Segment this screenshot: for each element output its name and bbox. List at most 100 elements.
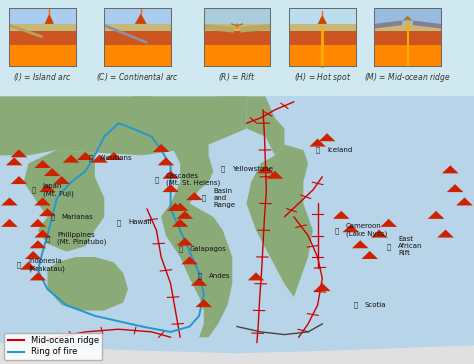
Polygon shape — [176, 238, 193, 246]
Polygon shape — [172, 203, 189, 211]
Polygon shape — [172, 219, 189, 227]
Polygon shape — [10, 149, 27, 157]
Polygon shape — [135, 13, 147, 24]
Polygon shape — [218, 96, 246, 118]
Polygon shape — [39, 208, 56, 216]
Text: $\mathregular{(C)}$ = Continental arc: $\mathregular{(C)}$ = Continental arc — [96, 71, 179, 83]
Text: Andes: Andes — [209, 273, 230, 279]
Polygon shape — [246, 145, 313, 297]
FancyBboxPatch shape — [9, 8, 76, 66]
Polygon shape — [413, 20, 441, 28]
Bar — [204, 24, 270, 66]
Polygon shape — [34, 160, 51, 168]
Text: Ⓗ: Ⓗ — [178, 246, 182, 252]
Polygon shape — [437, 230, 454, 238]
Text: $\mathregular{(R)}$ = Rift: $\mathregular{(R)}$ = Rift — [218, 71, 256, 83]
Text: Ⓐ: Ⓐ — [88, 155, 92, 161]
Text: Cameroon
(Lake Nyos): Cameroon (Lake Nyos) — [346, 223, 387, 237]
Bar — [104, 24, 171, 66]
Text: Scotia: Scotia — [365, 302, 386, 308]
Polygon shape — [442, 165, 458, 173]
Polygon shape — [25, 251, 42, 259]
Polygon shape — [1, 219, 18, 227]
Polygon shape — [53, 176, 70, 184]
Polygon shape — [29, 219, 46, 227]
Text: Ⓗ: Ⓗ — [387, 243, 391, 250]
Text: Indonesia
(Krakatau): Indonesia (Krakatau) — [28, 258, 65, 272]
Text: Ⓐ: Ⓐ — [46, 235, 50, 242]
Text: Basin
and
Range: Basin and Range — [213, 188, 235, 208]
Polygon shape — [24, 150, 104, 252]
Polygon shape — [204, 24, 234, 33]
Bar — [204, 8, 270, 24]
Text: Yellowstone: Yellowstone — [232, 166, 273, 172]
FancyBboxPatch shape — [374, 8, 441, 66]
Bar — [289, 24, 356, 66]
Polygon shape — [246, 96, 284, 155]
Bar — [9, 8, 76, 24]
Bar — [374, 24, 441, 31]
Polygon shape — [257, 165, 274, 173]
Polygon shape — [29, 272, 46, 280]
Bar — [374, 8, 441, 24]
Bar — [374, 24, 441, 66]
Polygon shape — [105, 152, 122, 160]
Polygon shape — [6, 157, 23, 165]
Polygon shape — [153, 144, 170, 152]
Polygon shape — [309, 139, 326, 147]
Polygon shape — [9, 24, 43, 38]
Text: Ⓗ: Ⓗ — [335, 227, 339, 234]
Polygon shape — [248, 272, 264, 280]
Text: $\mathregular{(I)}$ = Island arc: $\mathregular{(I)}$ = Island arc — [13, 71, 72, 83]
Bar — [204, 24, 270, 31]
Polygon shape — [352, 240, 368, 248]
Bar — [204, 46, 270, 66]
FancyBboxPatch shape — [104, 8, 171, 66]
Polygon shape — [402, 16, 413, 20]
Text: Hawaii: Hawaii — [128, 219, 152, 225]
Text: Marianas: Marianas — [62, 214, 93, 220]
Polygon shape — [29, 240, 46, 248]
Polygon shape — [181, 256, 198, 264]
Legend: Mid-ocean ridge, Ring of fire: Mid-ocean ridge, Ring of fire — [4, 333, 102, 360]
Polygon shape — [10, 176, 27, 184]
Polygon shape — [234, 23, 240, 28]
Polygon shape — [77, 152, 93, 160]
Bar — [289, 46, 356, 66]
Polygon shape — [374, 20, 402, 28]
Polygon shape — [0, 96, 246, 155]
Polygon shape — [428, 211, 444, 219]
Polygon shape — [167, 203, 184, 211]
Text: Ⓒ: Ⓒ — [155, 176, 159, 183]
Text: Ⓗ: Ⓗ — [316, 147, 320, 153]
Polygon shape — [318, 15, 327, 24]
Polygon shape — [162, 184, 179, 192]
Polygon shape — [361, 251, 378, 259]
Polygon shape — [47, 257, 128, 310]
Polygon shape — [133, 96, 213, 225]
FancyBboxPatch shape — [289, 8, 356, 66]
Bar — [289, 8, 356, 24]
Polygon shape — [161, 203, 232, 337]
Bar — [104, 8, 171, 24]
Polygon shape — [342, 224, 359, 232]
Polygon shape — [195, 299, 212, 307]
Text: East
African
Rift: East African Rift — [398, 236, 423, 256]
Text: Ⓒ: Ⓒ — [197, 272, 201, 279]
Text: Japan
(Mt. Fuji): Japan (Mt. Fuji) — [43, 183, 73, 197]
Polygon shape — [314, 283, 331, 291]
Polygon shape — [456, 197, 473, 206]
Polygon shape — [39, 184, 56, 192]
Polygon shape — [371, 230, 387, 238]
Polygon shape — [333, 211, 349, 219]
Text: Ⓐ: Ⓐ — [50, 214, 55, 220]
Polygon shape — [191, 278, 207, 286]
Polygon shape — [266, 171, 283, 179]
Polygon shape — [104, 24, 147, 44]
Polygon shape — [157, 157, 174, 165]
Bar — [104, 46, 171, 66]
Polygon shape — [380, 219, 397, 227]
Text: Aleutians: Aleutians — [100, 155, 132, 161]
Bar — [289, 24, 356, 31]
Polygon shape — [176, 211, 193, 219]
